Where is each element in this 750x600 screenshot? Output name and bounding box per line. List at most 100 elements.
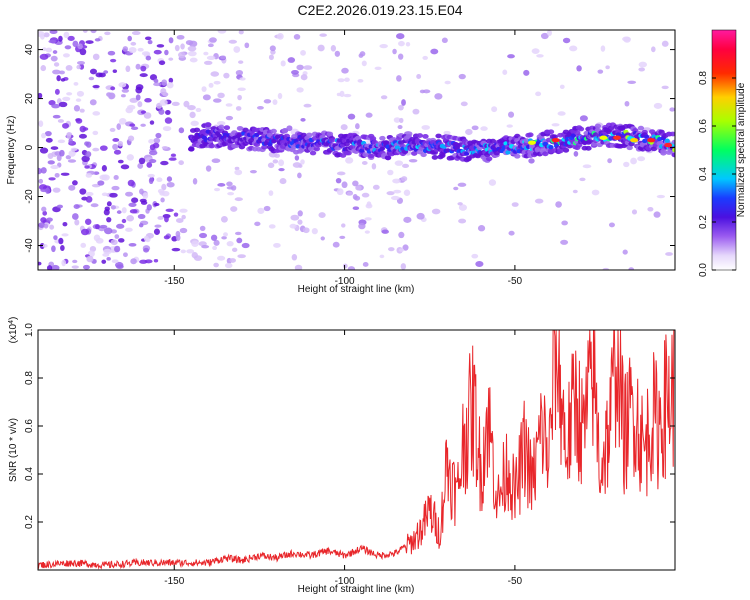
noise-blob [75, 98, 82, 102]
noise-blob [42, 244, 48, 248]
noise-blob [107, 50, 116, 56]
noise-blob [164, 215, 169, 223]
noise-blob [534, 198, 544, 204]
noise-blob [79, 48, 87, 56]
noise-blob [311, 227, 318, 235]
noise-blob [339, 235, 346, 240]
noise-blob [441, 37, 448, 44]
noise-blob [45, 47, 53, 53]
noise-blob [207, 43, 214, 48]
noise-blob [99, 145, 108, 151]
noise-blob [191, 252, 198, 259]
ridge-halo [313, 146, 321, 152]
noise-blob [236, 237, 243, 244]
noise-blob [153, 202, 160, 207]
noise-blob [65, 64, 73, 71]
noise-blob [180, 249, 186, 254]
noise-blob [39, 147, 49, 154]
ridge-cell [672, 147, 675, 153]
noise-blob [82, 127, 89, 131]
noise-blob [241, 242, 250, 249]
noise-blob [189, 111, 196, 119]
noise-blob [297, 219, 303, 225]
noise-blob [249, 169, 257, 174]
noise-blob [159, 99, 168, 106]
noise-blob [622, 36, 631, 42]
noise-blob [205, 165, 212, 172]
noise-blob [51, 264, 60, 270]
noise-blob [631, 209, 638, 215]
colorbar-tick-label: 0.6 [698, 119, 709, 133]
noise-blob [561, 220, 568, 226]
noise-blob [153, 49, 162, 55]
noise-blob [341, 223, 346, 228]
noise-blob [268, 224, 276, 229]
ridge-peak [599, 135, 608, 140]
noise-blob [101, 192, 108, 197]
noise-blob [156, 177, 163, 182]
y-tick-label: 20 [24, 93, 35, 105]
noise-blob [111, 185, 120, 191]
snr-series-line [38, 330, 675, 570]
noise-blob [342, 263, 348, 269]
noise-blob [290, 214, 300, 221]
noise-blob [86, 255, 94, 263]
noise-blob [118, 118, 127, 125]
noise-blob [139, 188, 144, 195]
ridge-halo [328, 138, 336, 143]
noise-blob [62, 122, 70, 129]
ridge-halo [626, 145, 633, 151]
noise-blob [347, 113, 356, 120]
noise-blob [114, 234, 120, 239]
noise-blob [166, 181, 175, 188]
noise-blob [624, 100, 630, 107]
noise-blob [62, 53, 70, 58]
noise-blob [287, 57, 296, 63]
noise-blob [84, 165, 90, 169]
noise-blob [422, 55, 428, 60]
noise-blob [73, 105, 81, 112]
noise-blob [562, 37, 571, 44]
noise-blob [123, 252, 128, 258]
noise-blob [661, 40, 669, 47]
noise-blob [600, 45, 606, 52]
spectrogram-y-label: Frequency (Hz) [6, 116, 17, 185]
noise-blob [480, 126, 488, 131]
noise-blob [226, 181, 233, 187]
noise-blob [560, 239, 569, 245]
noise-blob [238, 30, 244, 35]
noise-blob [112, 138, 120, 142]
noise-blob [216, 121, 226, 126]
noise-blob [653, 211, 661, 218]
noise-blob [380, 95, 388, 100]
noise-blob [213, 80, 221, 85]
noise-blob [129, 97, 139, 103]
noise-blob [130, 126, 139, 131]
noise-blob [163, 235, 170, 240]
ridge-halo [669, 131, 675, 137]
noise-blob [540, 32, 549, 40]
noise-blob [108, 92, 116, 100]
noise-blob [147, 39, 153, 45]
noise-blob [430, 48, 439, 55]
noise-blob [49, 224, 55, 230]
ridge-cell [505, 150, 511, 155]
noise-blob [180, 43, 185, 50]
noise-blob [211, 158, 221, 164]
noise-blob [114, 245, 121, 253]
noise-blob [166, 82, 174, 89]
noise-blob [622, 249, 628, 255]
noise-blob [320, 236, 325, 241]
noise-blob [178, 127, 185, 134]
noise-blob [354, 195, 361, 201]
noise-blob [623, 161, 630, 168]
noise-blob [94, 38, 101, 42]
noise-blob [67, 35, 75, 41]
noise-blob [99, 224, 108, 229]
noise-blob [300, 50, 306, 56]
noise-blob [398, 248, 405, 252]
y-tick-label: -40 [24, 238, 35, 253]
noise-blob [213, 239, 220, 246]
ridge-halo [485, 156, 493, 162]
